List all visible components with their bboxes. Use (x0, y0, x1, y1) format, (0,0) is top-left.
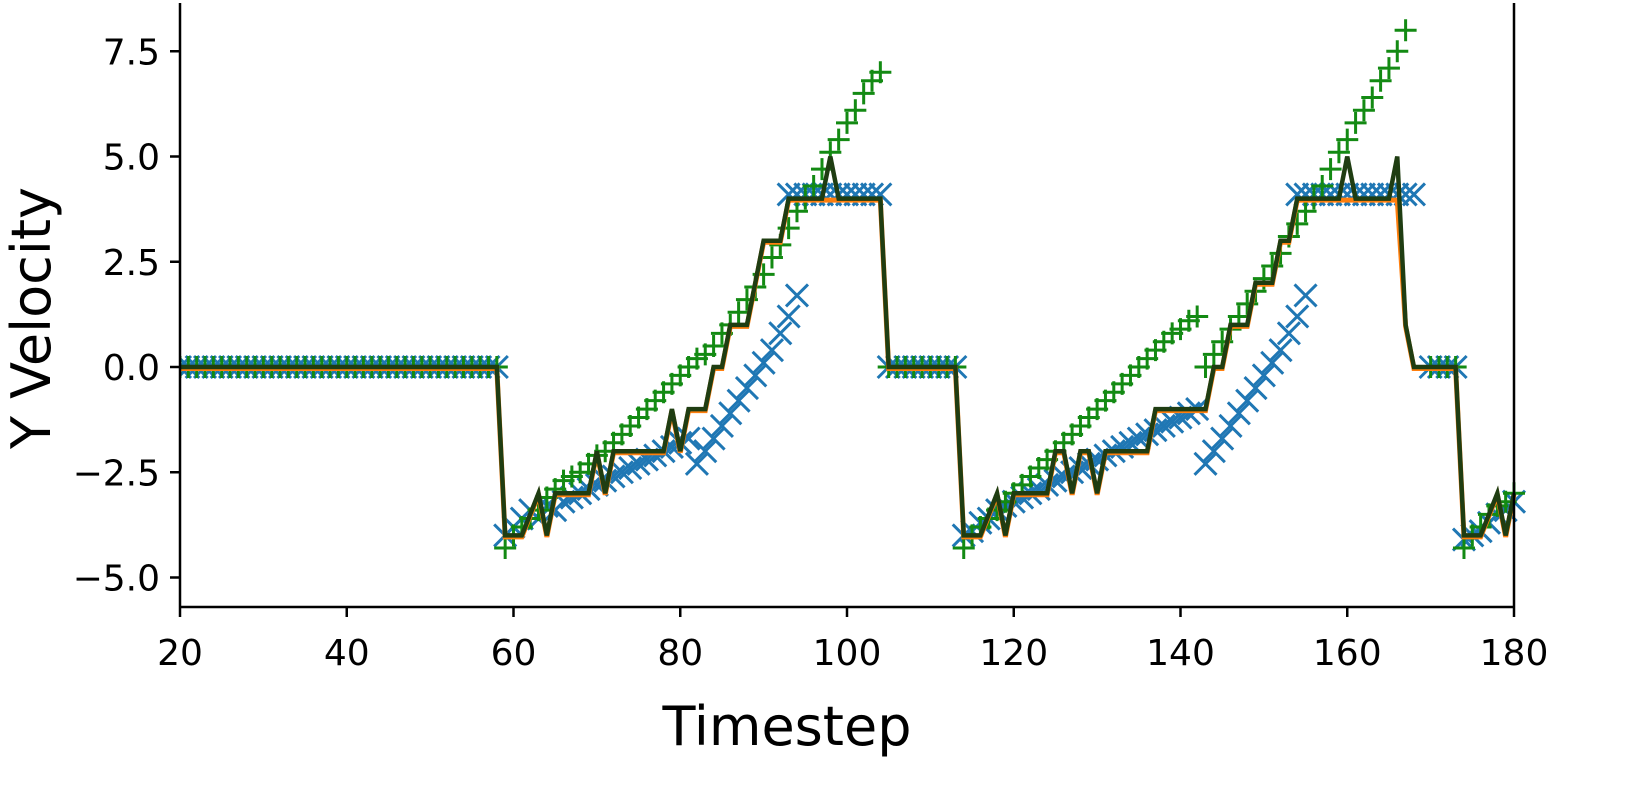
x-marker-point (751, 350, 776, 375)
plus-marker-point (1311, 174, 1334, 197)
plus-marker-point (869, 61, 892, 84)
plus-marker-point (1352, 99, 1375, 122)
plus-marker-point (1336, 128, 1359, 151)
series-plus-markers (180, 19, 1525, 560)
x-tick-label: 120 (979, 633, 1048, 674)
plus-marker-point (836, 111, 858, 134)
x-marker-point (684, 451, 709, 476)
x-tick-label: 20 (157, 633, 203, 674)
x-marker-point (759, 338, 785, 363)
x-marker-point (1210, 426, 1235, 451)
x-marker-point (768, 321, 793, 346)
plus-marker-point (785, 200, 808, 223)
x-marker-point (1260, 350, 1285, 375)
x-marker-point (743, 363, 768, 388)
y-tick-label: 7.5 (103, 32, 160, 73)
y-tick-label: 0.0 (103, 348, 160, 389)
x-tick-label: 180 (1480, 633, 1549, 674)
y-tick-label: 5.0 (103, 138, 160, 179)
x-axis-ticks: 20 40 60 80 100 120 140 160 180 (157, 607, 1548, 674)
x-marker-point (1176, 401, 1201, 426)
x-marker-point (1251, 363, 1276, 388)
x-marker-point (734, 375, 760, 401)
x-marker-point (726, 388, 751, 413)
x-marker-point (1243, 375, 1268, 401)
x-axis-title: Timestep (662, 695, 912, 758)
y-axis-title: Y Velocity (0, 187, 63, 450)
x-marker-point (1193, 451, 1218, 476)
plus-marker-point (727, 301, 750, 324)
x-tick-label: 100 (813, 633, 882, 674)
plus-marker-point (1202, 343, 1225, 366)
x-marker-point (1276, 321, 1301, 346)
plus-marker-point (1236, 292, 1259, 315)
plus-marker-point (702, 334, 725, 357)
plus-marker-point (1369, 69, 1392, 92)
x-marker-point (1401, 182, 1427, 207)
x-marker-point (709, 413, 734, 439)
x-marker-point (1268, 338, 1293, 363)
plus-marker-point (1294, 200, 1317, 223)
x-marker-point (1218, 413, 1243, 439)
plus-marker-point (952, 537, 975, 560)
plus-marker-point (1344, 111, 1367, 134)
plus-marker-point (1286, 212, 1309, 235)
plus-marker-point (1361, 86, 1384, 109)
x-marker-point (718, 401, 743, 426)
series-lines (180, 156, 1517, 540)
x-marker-point (1201, 439, 1226, 464)
x-marker-point (784, 283, 810, 308)
plus-marker-point (802, 174, 825, 197)
plus-marker-point (844, 99, 867, 122)
plus-marker-point (760, 246, 783, 269)
plus-marker-point (1319, 158, 1342, 181)
plus-marker-point (1386, 40, 1409, 63)
x-marker-point (701, 426, 726, 451)
x-marker-point (1293, 283, 1318, 308)
x-marker-point (1285, 304, 1310, 329)
plus-marker-point (1452, 537, 1475, 560)
y-axis-ticks: 7.5 5.0 2.5 0.0 −2.5 −5.0 (73, 32, 180, 600)
plus-marker-point (1186, 305, 1209, 328)
y-tick-label: −5.0 (73, 559, 160, 600)
x-tick-label: 80 (657, 633, 703, 674)
plus-marker-point (852, 82, 875, 105)
x-tick-label: 160 (1313, 633, 1382, 674)
y-tick-label: 2.5 (103, 243, 160, 284)
x-marker-point (1235, 388, 1260, 413)
x-tick-label: 60 (491, 633, 537, 674)
x-marker-point (693, 439, 718, 464)
x-tick-label: 40 (324, 633, 370, 674)
plus-marker-point (1377, 57, 1400, 80)
plot-area (180, 19, 1527, 560)
plus-marker-point (1327, 141, 1350, 164)
plus-marker-point (494, 537, 517, 560)
axes: 20 40 60 80 100 120 140 160 180 7.5 5.0 2.5 0.0 −2.5… (73, 3, 1548, 674)
x-tick-label: 140 (1146, 633, 1215, 674)
dark-line-series (180, 156, 1517, 538)
plus-marker-point (1394, 19, 1417, 42)
x-marker-point (776, 304, 801, 329)
plus-marker-point (827, 128, 850, 151)
x-marker-point (1226, 401, 1251, 426)
y-tick-label: −2.5 (73, 453, 160, 494)
